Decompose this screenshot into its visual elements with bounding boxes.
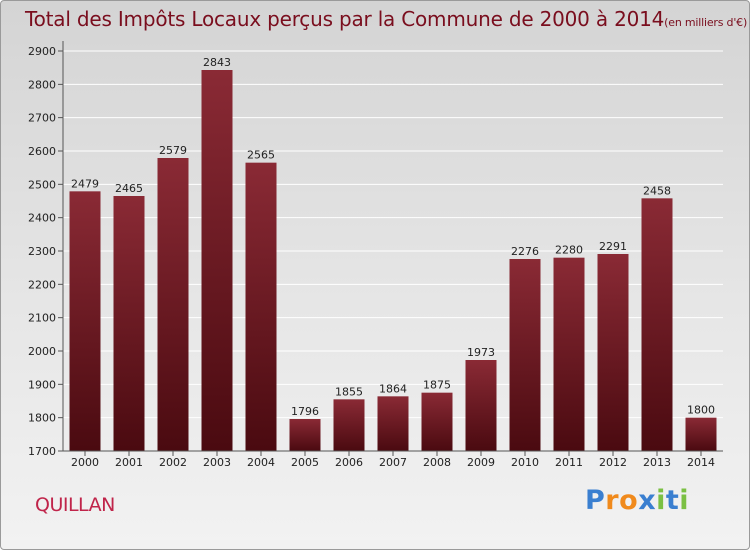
bars: 2479 2465 2579 2843 2565 1796 1855 1864 1875 1973…: [69, 56, 717, 452]
y-tick-label: 2000: [28, 345, 56, 358]
x-tick-label: 2007: [379, 456, 407, 469]
commune-name: QUILLAN: [35, 494, 115, 516]
y-tick-label: 2300: [28, 245, 56, 258]
bar: [641, 198, 673, 451]
y-tick-label: 1700: [28, 445, 56, 458]
x-tick-label: 2013: [643, 456, 671, 469]
title-unit: (en milliers d'€): [664, 16, 748, 29]
y-tick-label: 1800: [28, 412, 56, 425]
logo-letter: r: [605, 485, 620, 516]
x-tick-label: 2011: [555, 456, 583, 469]
title-text: Total des Impôts Locaux perçus par la Co…: [25, 7, 665, 31]
bar-value-label: 2465: [115, 182, 143, 195]
x-tick-label: 2010: [511, 456, 539, 469]
y-tick-label: 2100: [28, 312, 56, 325]
bar: [685, 417, 717, 451]
bar: [201, 70, 233, 451]
x-tick-label: 2000: [71, 456, 99, 469]
bar-value-label: 1864: [379, 382, 407, 395]
x-tick-label: 2009: [467, 456, 495, 469]
bar: [245, 162, 277, 451]
bar-value-label: 2280: [555, 244, 583, 257]
bar: [465, 360, 497, 451]
y-tick-label: 2600: [28, 145, 56, 158]
bar: [113, 196, 145, 451]
bar-value-label: 1875: [423, 379, 451, 392]
bar-value-label: 2479: [71, 177, 99, 190]
bar: [597, 254, 629, 451]
bar: [421, 392, 453, 451]
x-tick-label: 2012: [599, 456, 627, 469]
y-tick-label: 2500: [28, 178, 56, 191]
bar-value-label: 2843: [203, 56, 231, 69]
logo-letter: P: [585, 485, 606, 516]
y-tick-label: 2900: [28, 45, 56, 58]
x-tick-label: 2014: [687, 456, 715, 469]
y-tick-label: 1900: [28, 378, 56, 391]
bar-value-label: 2276: [511, 245, 539, 258]
bar: [509, 259, 541, 451]
x-tick-label: 2004: [247, 456, 275, 469]
y-tick-label: 2200: [28, 278, 56, 291]
bar: [377, 396, 409, 451]
bar: [289, 419, 321, 451]
x-tick-label: 2006: [335, 456, 363, 469]
bar-value-label: 1973: [467, 346, 495, 359]
logo-letter: x: [638, 485, 657, 516]
bar-value-label: 2291: [599, 240, 627, 253]
y-axis: 1700 1800 1900 2000 2100 2200 2300 2400 2500 2600…: [28, 41, 64, 458]
x-tick-label: 2005: [291, 456, 319, 469]
x-tick-label: 2001: [115, 456, 143, 469]
bar-value-label: 2565: [247, 149, 275, 162]
x-axis: 2000 2001 2002 2003 2004 2005 2006 2007 2008 2009…: [63, 450, 723, 469]
bar-value-label: 2458: [643, 184, 671, 197]
bar-value-label: 2579: [159, 144, 187, 157]
logo-letter: i: [656, 485, 666, 516]
y-tick-label: 2400: [28, 212, 56, 225]
bar-value-label: 1855: [335, 385, 363, 398]
chart-title: Total des Impôts Locaux perçus par la Co…: [25, 7, 747, 31]
x-tick-label: 2008: [423, 456, 451, 469]
bar: [157, 158, 189, 451]
bar: [553, 257, 585, 451]
y-tick-label: 2800: [28, 78, 56, 91]
bar-value-label: 1800: [687, 404, 715, 417]
proxiti-logo[interactable]: Proxiti: [585, 485, 689, 516]
x-tick-label: 2002: [159, 456, 187, 469]
bar-value-label: 1796: [291, 405, 319, 418]
logo-letter: o: [619, 485, 639, 516]
y-tick-label: 2700: [28, 112, 56, 125]
x-tick-label: 2003: [203, 456, 231, 469]
bar: [333, 399, 365, 451]
logo-letter: t: [665, 485, 680, 516]
logo-letter: i: [679, 485, 690, 516]
bar: [69, 191, 101, 452]
